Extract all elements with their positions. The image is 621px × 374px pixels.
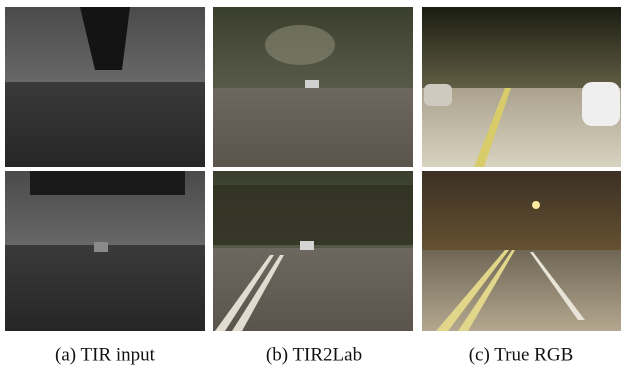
tir2lab-image-2 — [213, 171, 413, 331]
caption: (a) TIR input — [55, 344, 156, 365]
page: (a) TIR input (b) TIR2Lab (c) True RGB (… — [0, 0, 621, 374]
true-rgb-image-2 — [422, 171, 621, 331]
tir2lab-image-1 — [213, 7, 413, 167]
tir-image-2 — [5, 171, 205, 331]
caption: (c) True RGB — [469, 344, 574, 365]
caption: (b) TIR2Lab — [266, 344, 362, 365]
tir-image-1 — [5, 7, 205, 167]
true-rgb-image-1 — [422, 7, 621, 167]
figure: (a) TIR input (b) TIR2Lab (c) True RGB — [0, 0, 621, 374]
